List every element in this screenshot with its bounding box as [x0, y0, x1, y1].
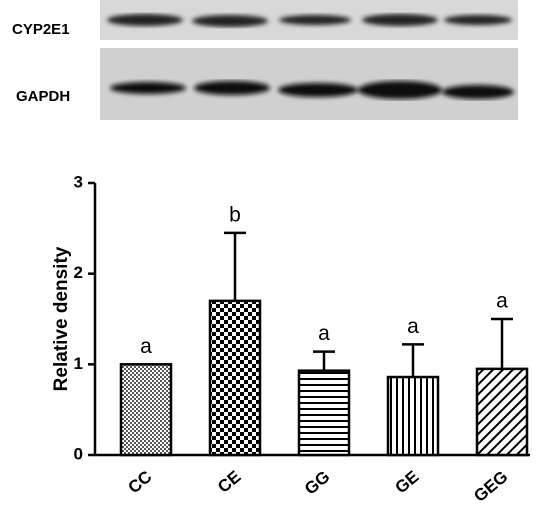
x-tick-label: CE: [214, 467, 244, 497]
bar: [475, 367, 529, 457]
bar: [208, 299, 262, 457]
y-tick-label: 3: [74, 172, 83, 191]
blot-label: CYP2E1: [12, 21, 70, 38]
annotation: a: [318, 322, 330, 345]
x-tick-label: GE: [391, 467, 422, 497]
y-tick-label: 1: [74, 354, 83, 373]
bar: [119, 363, 173, 457]
x-tick-label: GG: [301, 467, 333, 499]
bar: [386, 375, 440, 457]
y-tick-label: 0: [74, 444, 83, 463]
annotation: a: [496, 290, 508, 313]
annotation: a: [140, 335, 152, 358]
y-axis-label: Relative density: [51, 246, 72, 391]
y-tick-label: 2: [74, 263, 83, 282]
blot-label: GAPDH: [16, 88, 70, 105]
western-blot: CYP2E1 GAPDH: [12, 0, 518, 120]
bar: [297, 369, 351, 457]
x-tick-label: CC: [124, 467, 155, 497]
annotation: b: [229, 203, 241, 226]
x-tick-label: GEG: [470, 467, 511, 506]
annotation: a: [407, 315, 419, 338]
